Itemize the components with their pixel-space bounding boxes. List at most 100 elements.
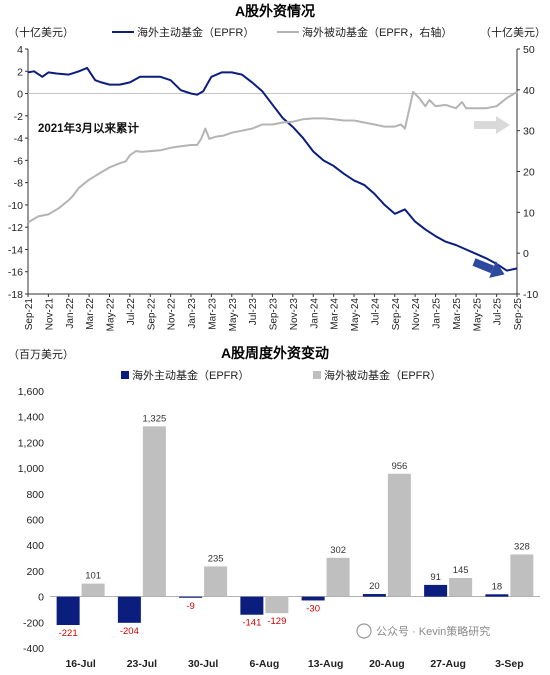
passive-fund-line: [27, 90, 518, 224]
bar-data-label: 956: [391, 461, 407, 472]
top-axes: 420-2-4-6-8-10-12-14-16-1850403020100-10…: [8, 44, 539, 331]
bar-legend-passive-label: 海外被动基金（EPFR）: [324, 368, 441, 382]
right-tick-label: 0: [523, 248, 529, 260]
bar-y-tick-label: 1,000: [18, 463, 44, 475]
bar-data-label: 18: [492, 581, 503, 592]
left-tick-label: -14: [8, 244, 23, 256]
left-tick-label: -18: [8, 289, 23, 301]
bar-category-label: 20-Aug: [369, 658, 405, 670]
passive-arrow-icon: [474, 116, 510, 134]
bar-data-label: -129: [267, 616, 286, 627]
x-tick-label: Jan-23: [187, 298, 198, 329]
bar-passive: [204, 566, 228, 597]
watermark: 公众号 · Kevin策略研究: [356, 623, 490, 639]
bar-y-tick-label: 200: [26, 566, 44, 578]
x-tick-label: Nov-22: [167, 298, 178, 331]
x-tick-label: May-23: [228, 298, 239, 332]
bar-passive: [449, 577, 473, 597]
bar-data-label: 101: [85, 571, 101, 582]
x-tick-label: Sep-21: [24, 298, 35, 331]
bar-active: [117, 596, 141, 623]
top-chart-title: A股外资情况: [235, 3, 315, 19]
x-tick-label: Mar-22: [85, 298, 96, 330]
bar-y-tick-label: 800: [26, 489, 44, 501]
bar-passive: [265, 596, 289, 614]
bar-y-tick-label: 1,200: [18, 437, 44, 449]
right-tick-label: 50: [523, 44, 535, 56]
bar-active: [56, 596, 80, 625]
right-axis-unit: （十亿美元）: [480, 25, 546, 39]
bar-y-tick-label: -200: [23, 617, 44, 629]
x-tick-label: May-22: [106, 298, 117, 332]
active-fund-line: [27, 66, 518, 272]
bar-data-label: -30: [306, 603, 320, 614]
bar-y-tick-label: 1,400: [18, 412, 44, 424]
bar-category-label: 23-Jul: [127, 658, 157, 670]
bar-data-label: -204: [120, 626, 139, 637]
bar-passive: [142, 426, 166, 597]
x-tick-label: Sep-23: [269, 298, 280, 331]
x-tick-label: Nov-24: [411, 298, 422, 331]
x-tick-label: Jul-24: [370, 298, 381, 326]
x-tick-label: Mar-24: [330, 298, 341, 330]
bar-legend-active-label: 海外主动基金（EPFR）: [132, 368, 249, 382]
bar-passive: [81, 583, 105, 597]
bar-y-tick-label: 1,600: [18, 386, 44, 398]
x-tick-label: Sep-25: [513, 298, 524, 331]
x-tick-label: Jul-22: [126, 298, 137, 326]
bar-data-label: 91: [430, 572, 441, 583]
bar-data-label: 302: [330, 545, 346, 556]
x-tick-label: May-25: [472, 298, 483, 332]
bar-passive: [387, 473, 411, 597]
left-axis-unit: （十亿美元）: [8, 25, 74, 39]
bar-active: [179, 596, 203, 598]
legend-passive-label: 海外被动基金（EPFR，右轴）: [302, 25, 452, 39]
bar-data-label: 145: [453, 565, 469, 576]
bar-legend-passive-swatch: [313, 371, 321, 379]
bar-y-tick-label: 400: [26, 540, 44, 552]
bar-category-label: 13-Aug: [308, 658, 344, 670]
watermark-text: 公众号 · Kevin策略研究: [376, 624, 490, 638]
right-tick-label: 40: [523, 85, 535, 97]
bar-chart-title: A股周度外资变动: [221, 345, 329, 361]
right-tick-label: 30: [523, 126, 535, 138]
left-tick-label: -4: [14, 133, 23, 145]
top-series-group: [27, 66, 518, 272]
bar-category-label: 3-Sep: [495, 658, 524, 670]
left-tick-label: -6: [14, 155, 23, 167]
bar-category-label: 30-Jul: [188, 658, 218, 670]
right-tick-label: -10: [523, 289, 538, 301]
bar-active: [424, 584, 448, 597]
x-tick-label: Jan-24: [309, 298, 320, 329]
bar-y-tick-label: 600: [26, 515, 44, 527]
bar-axes: 1,600 1,400 1,200 1,000 800 600 400 200 0 -200 -40…: [18, 386, 540, 670]
bar-y-tick-label: 0: [38, 592, 44, 604]
bar-active: [240, 596, 264, 615]
bar-data-label: 235: [208, 553, 224, 564]
bar-category-label: 6-Aug: [250, 658, 280, 670]
x-tick-label: Jan-25: [432, 298, 443, 329]
x-tick-label: Sep-24: [391, 298, 402, 331]
bar-series-group: -221 101 -204 1,325 -9 235 -141 -129 -30 302 20 956…: [56, 413, 534, 639]
legend-active-label: 海外主动基金（EPFR）: [137, 25, 254, 39]
x-tick-label: May-24: [350, 298, 361, 332]
bar-y-tick-label: -400: [23, 643, 44, 655]
x-tick-label: Mar-25: [452, 298, 463, 330]
bar-data-label: -141: [242, 618, 261, 629]
cumulative-annotation: 2021年3月以来累计: [38, 121, 139, 135]
x-tick-label: Nov-23: [289, 298, 300, 331]
left-tick-label: -16: [8, 267, 23, 279]
left-tick-label: 4: [17, 44, 23, 56]
x-tick-label: Jan-22: [65, 298, 76, 329]
x-tick-label: Jul-23: [248, 298, 259, 326]
active-arrow-icon: [472, 258, 505, 278]
bar-category-label: 16-Jul: [65, 658, 95, 670]
x-tick-label: Mar-23: [207, 298, 218, 330]
wechat-icon: [356, 623, 372, 639]
right-tick-label: 10: [523, 207, 535, 219]
bar-unit: （百万美元）: [8, 348, 74, 361]
bar-active: [485, 594, 509, 597]
bar-data-label: -9: [186, 601, 194, 612]
bar-active: [301, 596, 325, 601]
bar-data-label: 1,325: [142, 413, 166, 424]
